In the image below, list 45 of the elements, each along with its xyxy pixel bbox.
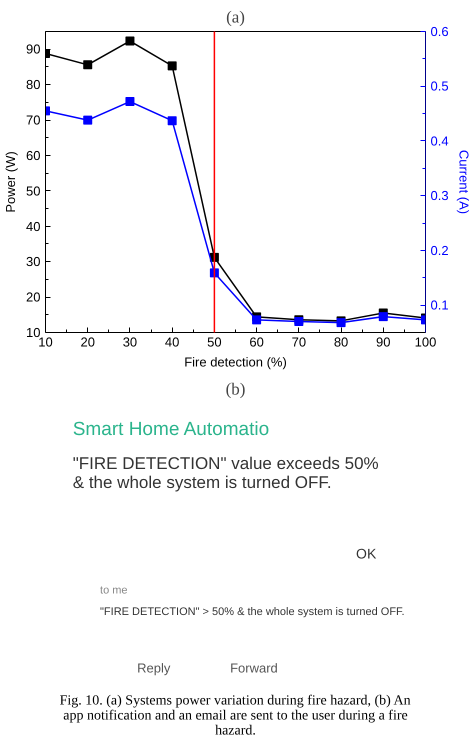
y-tick-label: 30 xyxy=(26,254,41,270)
y2-tick-label: 0.2 xyxy=(430,242,449,258)
x-tick-label: 100 xyxy=(414,334,436,350)
text: Reply xyxy=(137,660,171,676)
text: (b) xyxy=(226,380,246,398)
y-tick-label: 40 xyxy=(26,218,41,234)
y2-tick-label: 0.6 xyxy=(430,24,449,39)
point xyxy=(83,60,92,70)
chart-title: (a) xyxy=(226,8,245,26)
x-tick-label: 60 xyxy=(249,334,264,350)
y-tick-label: 70 xyxy=(26,112,41,128)
y-tick-label: 20 xyxy=(26,290,41,305)
x-tick-label: 20 xyxy=(80,334,95,350)
text: Smart Home Automatio xyxy=(72,419,270,440)
y-tick-label: 60 xyxy=(26,148,41,163)
point xyxy=(125,36,134,46)
caption: Fig. 10. (a) Systems power variation during fire hazard, (b) An app notification and an email are sent to the user during a fire hazard. xyxy=(60,694,411,739)
y2-axis-title: Current (A) xyxy=(456,150,472,214)
y2-tick-label: 0.5 xyxy=(430,78,449,94)
point xyxy=(168,116,177,126)
point xyxy=(378,312,388,322)
text: "FIRE DETECTION" value exceeds 50% & the whole system is turned OFF. xyxy=(72,454,379,492)
x-tick-label: 80 xyxy=(334,334,348,350)
y2-tick-label: 0.3 xyxy=(430,188,449,204)
text: Forward xyxy=(230,660,278,676)
x-tick-label: 30 xyxy=(122,334,138,350)
x-tick-label: 50 xyxy=(207,334,222,350)
x-tick-label: 90 xyxy=(376,334,391,350)
text: to me xyxy=(100,584,128,597)
y-tick-label: 10 xyxy=(26,325,41,340)
text: "FIRE DETECTION" > 50% & the whole system is turned OFF. xyxy=(100,606,405,618)
y-tick-label: 50 xyxy=(26,183,41,198)
y2-tick-label: 0.1 xyxy=(430,298,449,313)
y-tick-label: 90 xyxy=(26,42,41,57)
x-tick-label: 70 xyxy=(292,334,306,350)
text: OK xyxy=(356,546,377,562)
point xyxy=(83,116,92,125)
y-axis-title: Power (W) xyxy=(3,151,18,213)
point xyxy=(125,97,134,106)
y-tick-label: 80 xyxy=(26,77,41,92)
point xyxy=(168,61,177,70)
point xyxy=(252,315,262,324)
y2-tick-label: 0.4 xyxy=(430,133,449,148)
x-tick-label: 40 xyxy=(164,334,180,350)
x-axis-title: Fire detection (%) xyxy=(184,354,287,370)
